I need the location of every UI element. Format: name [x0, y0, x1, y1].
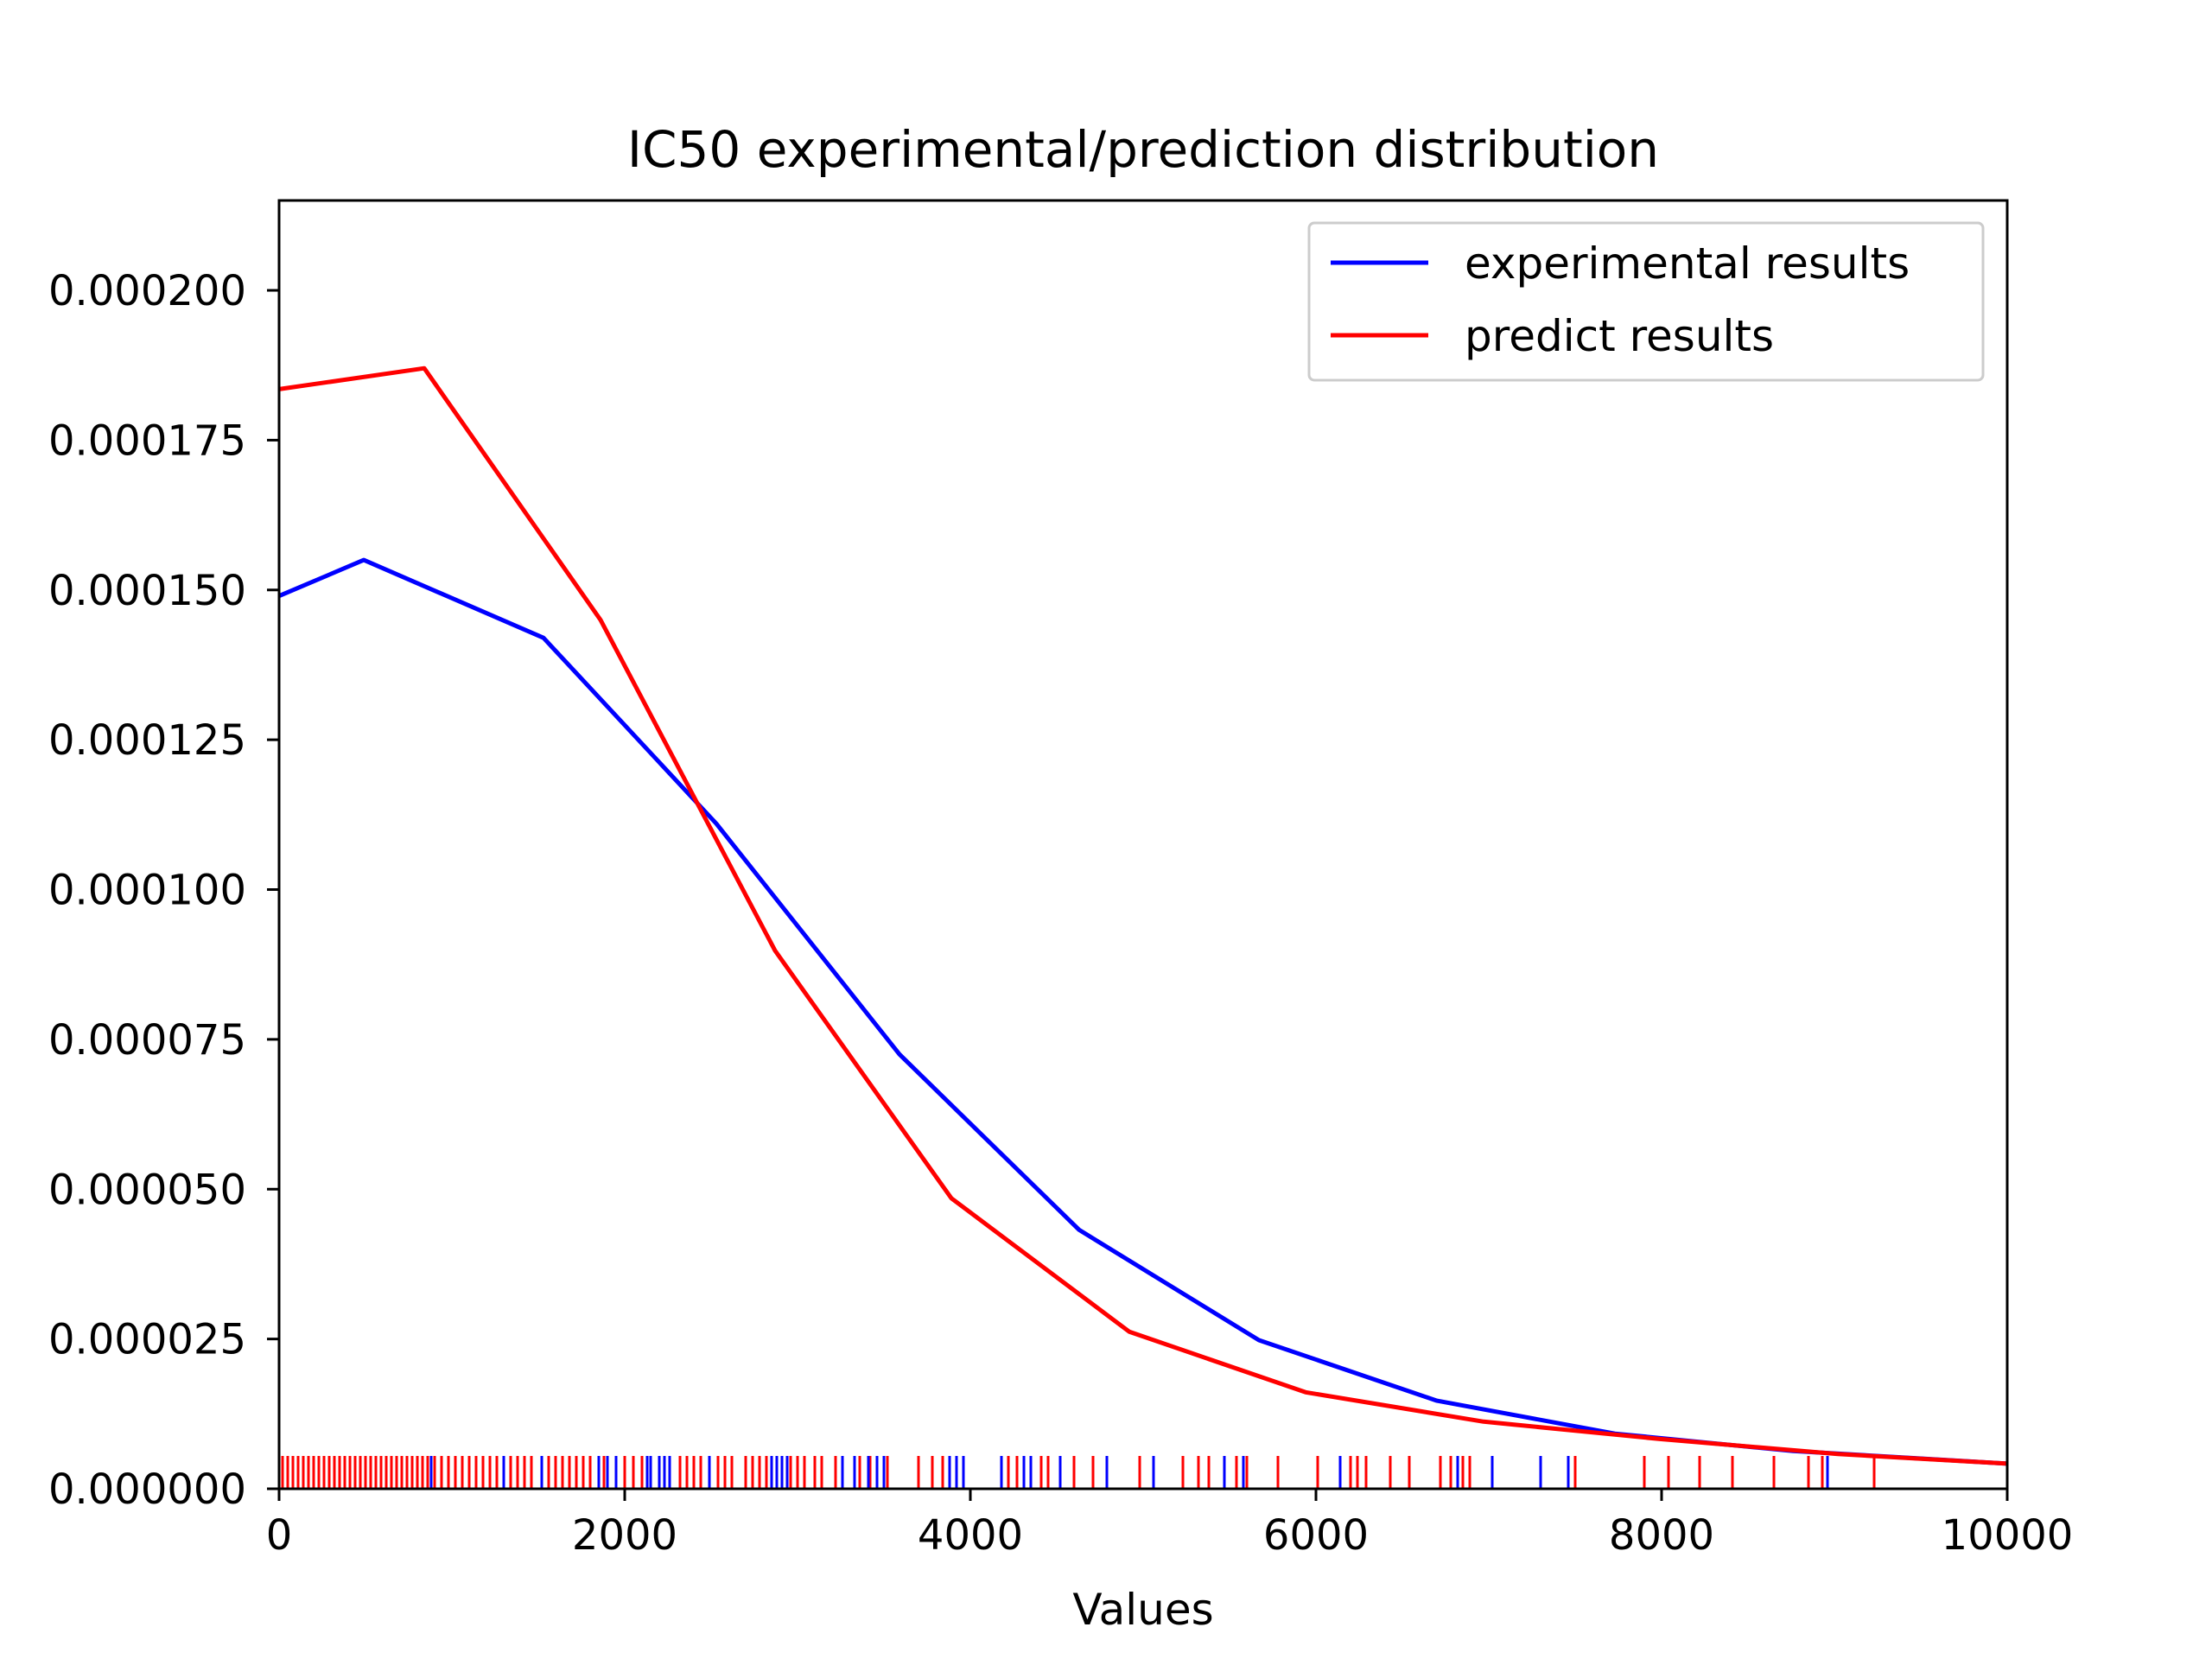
legend-label-experimental: experimental results	[1465, 238, 1910, 289]
y-axis: 0.000000 0.000025 0.000050 0.000075 0.000100…	[48, 267, 279, 1514]
y-tick-label: 0.000150	[48, 567, 246, 615]
x-axis: 0 2000 4000 6000 8000 10000	[266, 1489, 2074, 1560]
predict-series-line	[278, 365, 2008, 1466]
y-tick-label: 0.000025	[48, 1316, 246, 1364]
x-axis-label: Values	[1072, 1585, 1213, 1635]
x-tick-label: 0	[266, 1511, 293, 1560]
y-tick-label: 0.000200	[48, 267, 246, 315]
y-tick-label: 0.000100	[48, 867, 246, 915]
legend-box	[1307, 221, 1985, 382]
plot-frame	[277, 199, 2009, 1491]
legend-label-predict: predict results	[1465, 311, 1774, 361]
rug-marks	[281, 1456, 1876, 1489]
x-tick-label: 4000	[918, 1511, 1023, 1560]
y-tick-label: 0.000050	[48, 1166, 246, 1214]
y-tick-label: 0.000075	[48, 1016, 246, 1065]
legend: experimental results predict results	[1307, 221, 1985, 382]
x-tick-label: 8000	[1609, 1511, 1714, 1560]
y-tick-label: 0.000175	[48, 416, 246, 465]
x-tick-label: 6000	[1263, 1511, 1369, 1560]
series-lines	[278, 365, 2008, 1466]
chart-title: IC50 experimental/prediction distributio…	[627, 120, 1659, 179]
experimental-series-line	[278, 557, 2008, 1466]
x-tick-label: 10000	[1942, 1511, 2074, 1560]
y-tick-label: 0.000125	[48, 716, 246, 765]
x-tick-label: 2000	[572, 1511, 677, 1560]
y-tick-label: 0.000000	[48, 1465, 246, 1514]
